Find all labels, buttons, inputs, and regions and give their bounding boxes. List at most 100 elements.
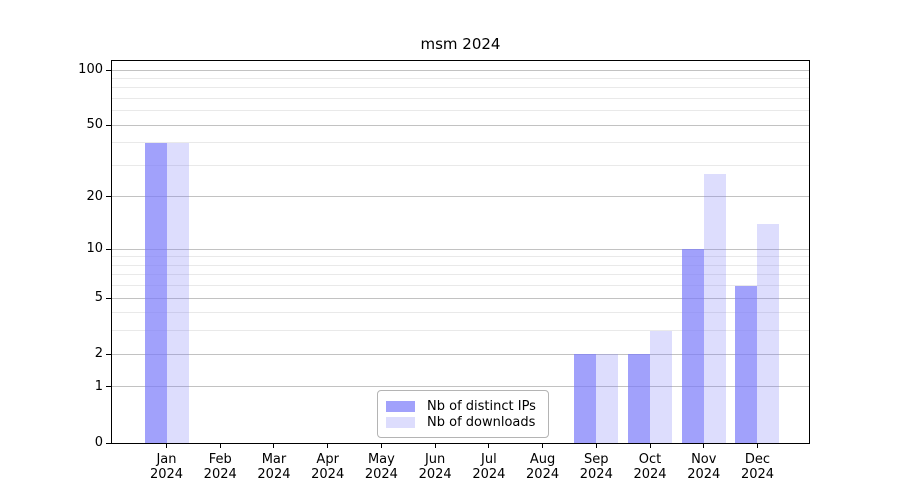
y-tick-mark <box>106 196 111 198</box>
x-tick-mark <box>595 444 597 448</box>
legend-swatch-downloads <box>386 416 415 428</box>
gridline-minor <box>112 312 809 314</box>
x-tick-label: Oct 2024 <box>633 452 666 482</box>
bar-downloads-oct <box>650 330 673 443</box>
x-tick-year: 2024 <box>472 467 506 482</box>
x-tick-year: 2024 <box>740 467 775 482</box>
gridline-minor <box>112 98 809 100</box>
x-tick-month: Apr <box>316 452 339 467</box>
x-tick-mark <box>166 444 167 448</box>
x-tick-month: Jun <box>424 452 446 467</box>
bar-ips-oct <box>628 354 651 443</box>
y-tick-mark <box>106 386 111 388</box>
y-tick-label: 100 <box>78 62 103 78</box>
gridline-major <box>112 69 809 71</box>
x-tick-label: Nov 2024 <box>687 452 720 482</box>
x-tick-label: Sep 2024 <box>580 452 613 482</box>
x-tick-month: Aug <box>529 452 556 467</box>
gridline-major <box>112 248 809 250</box>
y-tick-label: 0 <box>94 435 103 450</box>
bar-ips-jan <box>144 142 167 443</box>
gridline-minor <box>112 142 809 144</box>
x-tick-label: Dec 2024 <box>741 452 774 482</box>
x-tick-month: Oct <box>638 452 662 467</box>
legend: Nb of distinct IPs Nb of downloads <box>377 390 549 438</box>
x-tick-year: 2024 <box>418 467 452 482</box>
gridline-major <box>112 297 809 299</box>
gridline-minor <box>112 77 809 79</box>
x-tick-label: Jul 2024 <box>472 452 505 482</box>
x-tick-month: Jul <box>481 452 497 467</box>
y-tick-label: 10 <box>86 241 103 257</box>
legend-label-ips: Nb of distinct IPs <box>427 398 536 414</box>
x-tick-month: Sep <box>584 452 609 467</box>
gridline-minor <box>112 165 809 166</box>
y-tick-label: 50 <box>86 117 103 133</box>
bar-downloads-sep <box>596 354 619 443</box>
x-tick-mark <box>434 444 436 448</box>
bar-downloads-nov <box>703 173 726 443</box>
x-tick-month: Feb <box>208 452 232 467</box>
x-tick-mark <box>703 444 705 448</box>
x-tick-year: 2024 <box>526 467 560 482</box>
gridline-minor <box>112 264 809 266</box>
x-tick-year: 2024 <box>257 467 291 482</box>
x-tick-label: Mar 2024 <box>257 452 290 482</box>
y-tick-label: 2 <box>94 346 103 362</box>
x-tick-month: Dec <box>744 452 771 467</box>
x-tick-year: 2024 <box>633 467 667 482</box>
bar-downloads-dec <box>757 224 780 443</box>
bar-layer <box>112 61 809 443</box>
bar-downloads-jan <box>166 142 189 443</box>
x-tick-month: Mar <box>261 452 287 467</box>
legend-entry-ips: Nb of distinct IPs <box>386 398 540 414</box>
x-tick-month: Jan <box>156 452 177 467</box>
x-tick-mark <box>488 444 490 448</box>
x-tick-year: 2024 <box>579 467 613 482</box>
gridline-minor <box>112 87 809 89</box>
x-tick-label: Jun 2024 <box>419 452 452 482</box>
x-tick-mark <box>273 444 275 448</box>
legend-entry-downloads: Nb of downloads <box>386 414 540 430</box>
x-tick-mark <box>542 444 544 448</box>
x-tick-year: 2024 <box>687 467 721 482</box>
grid-layer <box>112 61 809 443</box>
y-tick-label: 20 <box>86 188 103 204</box>
y-tick-mark <box>106 297 111 299</box>
legend-swatch-ips <box>386 400 415 412</box>
x-tick-label: May 2024 <box>365 452 398 482</box>
y-tick-mark <box>106 69 111 71</box>
gridline-minor <box>112 330 809 332</box>
x-tick-year: 2024 <box>311 467 345 482</box>
y-tick-mark <box>106 442 111 444</box>
gridline-major <box>112 124 809 126</box>
gridline-minor <box>112 256 809 258</box>
gridline-minor <box>112 274 809 276</box>
y-tick-mark <box>106 124 111 126</box>
x-tick-mark <box>327 444 329 448</box>
x-tick-mark <box>649 444 651 448</box>
x-tick-mark <box>219 444 221 448</box>
bar-ips-sep <box>574 354 597 443</box>
gridline-minor <box>112 285 809 287</box>
y-tick-mark <box>106 248 111 250</box>
gridline-minor <box>112 110 809 112</box>
y-tick-mark <box>106 353 111 355</box>
x-tick-label: Feb 2024 <box>204 452 237 482</box>
y-tick-label: 5 <box>94 290 103 306</box>
x-tick-label: Aug 2024 <box>526 452 559 482</box>
x-tick-label: Apr 2024 <box>311 452 344 482</box>
y-tick-label: 1 <box>94 378 103 394</box>
gridline-major <box>112 196 809 198</box>
bar-ips-nov <box>681 249 704 443</box>
bar-ips-dec <box>735 285 758 443</box>
x-tick-year: 2024 <box>149 467 184 482</box>
x-tick-year: 2024 <box>203 467 237 482</box>
x-tick-month: Nov <box>691 452 717 467</box>
plot-area: Nb of distinct IPs Nb of downloads <box>111 60 810 444</box>
x-tick-mark <box>380 444 382 448</box>
x-tick-year: 2024 <box>364 467 398 482</box>
legend-label-downloads: Nb of downloads <box>427 414 536 430</box>
chart-title: msm 2024 <box>420 35 501 53</box>
gridline-major <box>112 386 809 388</box>
